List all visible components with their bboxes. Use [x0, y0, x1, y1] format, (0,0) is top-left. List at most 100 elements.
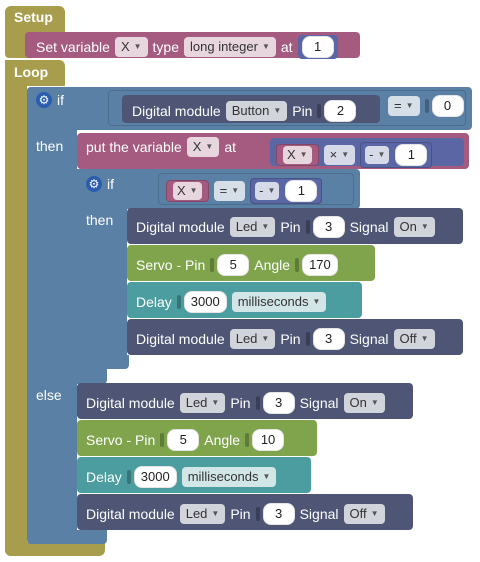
pin-field[interactable]: 3 [262, 392, 295, 414]
chevron-down-icon: ▼ [205, 142, 214, 151]
signal-dropdown-value: Off [349, 506, 367, 521]
if-block-else-row [27, 366, 107, 384]
chevron-down-icon: ▼ [261, 42, 270, 51]
initial-value-field[interactable]: 1 [301, 36, 334, 58]
unit-dropdown-value: milliseconds [237, 294, 309, 309]
module-dropdown[interactable]: Led ▼ [229, 217, 276, 237]
variable-get-block[interactable]: X ▼ [276, 144, 319, 166]
arithmetic-operator-dropdown[interactable]: × ▼ [323, 145, 356, 165]
negate-dropdown-value: - [259, 183, 264, 198]
pin-field[interactable]: 3 [262, 503, 295, 525]
pin-field[interactable]: 2 [324, 100, 357, 122]
type-dropdown[interactable]: long integer ▼ [184, 37, 276, 57]
if-block-foot [27, 530, 107, 544]
gear-icon[interactable]: ⚙ [36, 92, 52, 108]
pin-label: Pin [230, 395, 251, 411]
module-dropdown[interactable]: Button ▼ [225, 101, 288, 121]
else-label: else [36, 387, 62, 403]
angle-label: Angle [204, 432, 241, 448]
loop-block-foot [5, 542, 105, 556]
signal-label: Signal [349, 331, 389, 347]
angle-field[interactable]: 170 [302, 254, 338, 276]
setup-label: Setup [14, 9, 53, 25]
gear-icon[interactable]: ⚙ [86, 176, 102, 192]
module-dropdown-value: Button [231, 103, 270, 118]
compare-value-field[interactable]: 0 [431, 95, 464, 117]
number-block[interactable]: 1 [297, 35, 338, 59]
pin-field[interactable]: 3 [312, 216, 345, 238]
module-dropdown[interactable]: Led ▼ [179, 504, 226, 524]
at-label: at [224, 139, 237, 155]
module-dropdown-value: Led [185, 506, 208, 521]
chevron-down-icon: ▼ [377, 150, 386, 159]
signal-dropdown-value: Off [399, 331, 417, 346]
if-block-then-bar [27, 130, 77, 370]
chevron-down-icon: ▼ [299, 150, 308, 159]
operator-dropdown-value: = [394, 98, 402, 113]
chevron-down-icon: ▼ [189, 186, 198, 195]
digital-module-label: Digital module [132, 103, 221, 119]
variable-get-block[interactable]: X ▼ [166, 180, 209, 202]
negate-dropdown[interactable]: - ▼ [255, 182, 280, 200]
negate-block[interactable]: - ▼ 1 [250, 178, 323, 204]
chevron-down-icon: ▼ [273, 106, 282, 115]
chevron-down-icon: ▼ [231, 186, 240, 195]
variable-dropdown-value: X [192, 139, 202, 154]
chevron-down-icon: ▼ [261, 334, 270, 343]
delay-value-field[interactable]: 3000 [133, 466, 177, 488]
delay-label: Delay [86, 469, 122, 485]
variable-dropdown[interactable]: X ▼ [114, 37, 148, 57]
loop-block-arm [5, 60, 27, 556]
signal-dropdown[interactable]: On ▼ [393, 217, 435, 237]
digital-module-label: Digital module [86, 506, 175, 522]
module-dropdown-value: Led [185, 395, 208, 410]
loop-label: Loop [14, 64, 49, 80]
chevron-down-icon: ▼ [341, 150, 350, 159]
unit-dropdown[interactable]: milliseconds ▼ [181, 467, 277, 487]
then-label: then [86, 212, 114, 228]
chevron-down-icon: ▼ [133, 42, 142, 51]
unit-dropdown-value: milliseconds [187, 469, 259, 484]
nested-if-block-foot [77, 355, 129, 369]
type-dropdown-value: long integer [190, 39, 258, 54]
signal-dropdown[interactable]: On ▼ [343, 393, 385, 413]
module-dropdown[interactable]: Led ▼ [179, 393, 226, 413]
variable-dropdown-value: X [177, 183, 186, 198]
chevron-down-icon: ▼ [312, 297, 321, 306]
signal-dropdown-value: On [349, 395, 367, 410]
unit-dropdown[interactable]: milliseconds ▼ [231, 292, 327, 312]
pin-label: Pin [280, 219, 301, 235]
module-dropdown-value: Led [235, 331, 258, 346]
servo-pin-label: Servo - Pin [136, 257, 206, 273]
setup-block-arm [5, 30, 25, 58]
chevron-down-icon: ▼ [370, 398, 379, 407]
then-label: then [36, 138, 64, 154]
if-label: if [107, 176, 114, 192]
servo-pin-field[interactable]: 5 [167, 429, 200, 451]
variable-dropdown[interactable]: X ▼ [173, 182, 202, 200]
delay-value-field[interactable]: 3000 [183, 291, 227, 313]
operator-dropdown[interactable]: = ▼ [213, 181, 246, 201]
negate-dropdown-value: - [369, 147, 374, 162]
variable-dropdown[interactable]: X ▼ [283, 146, 312, 164]
chevron-down-icon: ▼ [405, 101, 414, 110]
negate-block[interactable]: - ▼ 1 [360, 142, 433, 168]
operator-dropdown-value: = [219, 183, 228, 198]
angle-label: Angle [254, 257, 291, 273]
signal-label: Signal [299, 506, 339, 522]
module-dropdown-value: Led [235, 219, 258, 234]
angle-field[interactable]: 10 [252, 429, 285, 451]
digital-module-label: Digital module [136, 331, 225, 347]
operator-dropdown[interactable]: = ▼ [388, 96, 420, 116]
signal-dropdown[interactable]: Off ▼ [393, 329, 435, 349]
pin-field[interactable]: 3 [312, 328, 345, 350]
servo-pin-field[interactable]: 5 [217, 254, 250, 276]
servo-pin-label: Servo - Pin [86, 432, 156, 448]
chevron-down-icon: ▼ [262, 472, 271, 481]
variable-dropdown[interactable]: X ▼ [186, 137, 220, 157]
module-dropdown[interactable]: Led ▼ [229, 329, 276, 349]
signal-dropdown[interactable]: Off ▼ [343, 504, 385, 524]
negate-dropdown[interactable]: - ▼ [365, 146, 390, 164]
number-field[interactable]: 1 [395, 144, 428, 166]
number-field[interactable]: 1 [285, 180, 318, 202]
